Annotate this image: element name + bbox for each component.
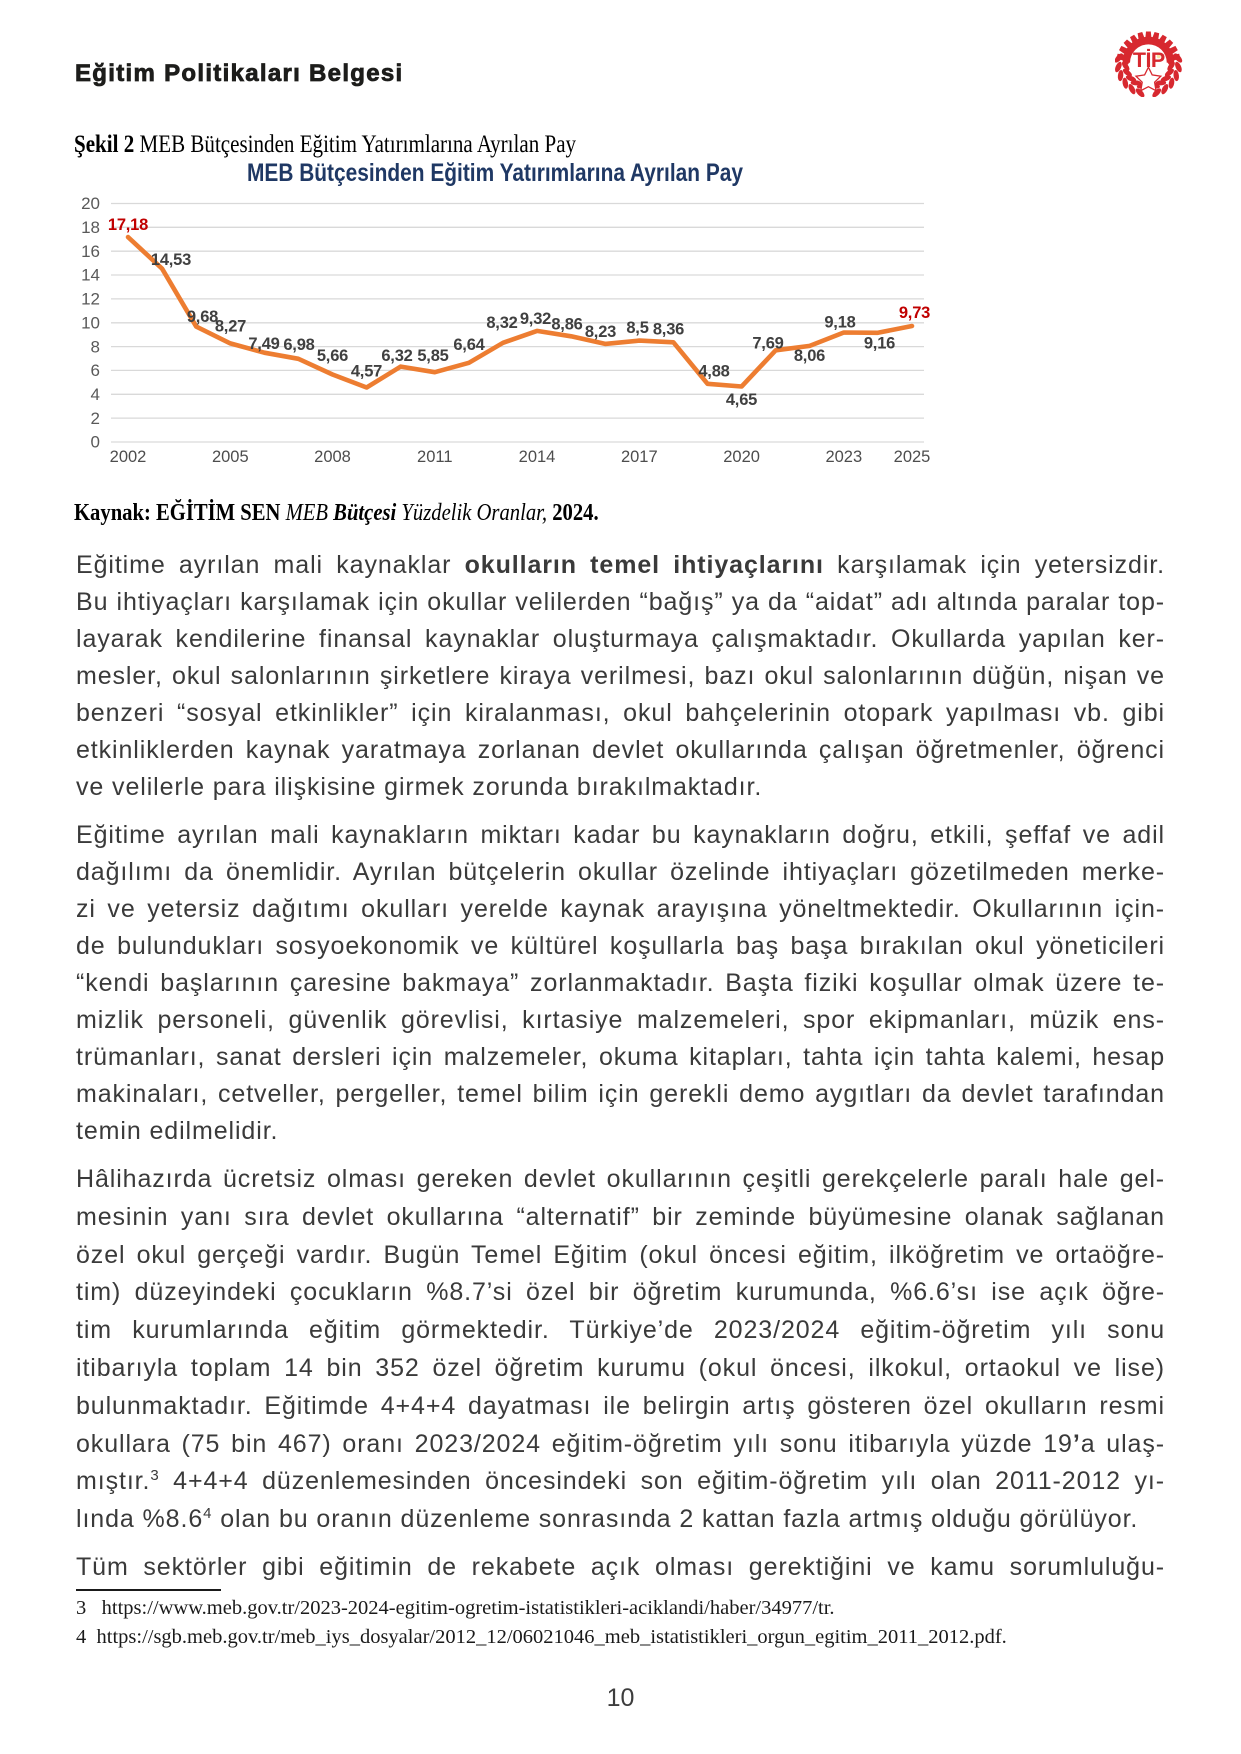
svg-text:16: 16 <box>81 242 100 261</box>
svg-text:4: 4 <box>91 385 100 404</box>
svg-text:9,32: 9,32 <box>520 310 551 328</box>
svg-text:TİP: TİP <box>1133 48 1165 72</box>
svg-text:2008: 2008 <box>314 448 351 466</box>
svg-text:8,86: 8,86 <box>551 316 582 334</box>
svg-text:2023: 2023 <box>825 448 862 466</box>
svg-text:10: 10 <box>81 314 100 333</box>
svg-text:6,32: 6,32 <box>381 347 412 365</box>
svg-text:2: 2 <box>91 409 100 428</box>
svg-text:6,98: 6,98 <box>283 336 314 354</box>
svg-text:5,85: 5,85 <box>417 347 448 365</box>
svg-text:4,88: 4,88 <box>698 363 729 381</box>
svg-text:2020: 2020 <box>723 448 760 466</box>
svg-text:2017: 2017 <box>621 448 658 466</box>
svg-text:8: 8 <box>91 337 100 356</box>
svg-text:6: 6 <box>91 361 100 380</box>
svg-text:12: 12 <box>81 290 100 309</box>
svg-text:2005: 2005 <box>212 448 249 466</box>
svg-text:6,64: 6,64 <box>453 336 485 354</box>
svg-text:8,5: 8,5 <box>626 319 648 337</box>
svg-text:9,68: 9,68 <box>187 308 218 326</box>
svg-text:0: 0 <box>91 433 100 452</box>
svg-text:9,18: 9,18 <box>824 314 855 332</box>
svg-text:8,32: 8,32 <box>486 314 517 332</box>
svg-text:8,27: 8,27 <box>215 318 246 336</box>
svg-text:7,49: 7,49 <box>248 335 279 353</box>
svg-text:7,69: 7,69 <box>752 335 783 353</box>
svg-text:9,73: 9,73 <box>899 304 930 322</box>
svg-text:8,06: 8,06 <box>794 347 825 365</box>
svg-text:2002: 2002 <box>110 448 147 466</box>
svg-text:4,65: 4,65 <box>726 391 757 409</box>
svg-text:14: 14 <box>81 266 100 285</box>
svg-text:5,66: 5,66 <box>317 347 348 365</box>
svg-text:20: 20 <box>81 194 100 213</box>
svg-text:2025: 2025 <box>894 448 931 466</box>
svg-text:2014: 2014 <box>519 448 556 466</box>
svg-text:14,53: 14,53 <box>151 251 191 269</box>
svg-text:8,23: 8,23 <box>585 323 616 341</box>
svg-text:8,36: 8,36 <box>653 321 684 339</box>
svg-text:18: 18 <box>81 218 100 237</box>
svg-text:2011: 2011 <box>417 448 452 466</box>
svg-text:9,16: 9,16 <box>864 335 895 353</box>
svg-text:17,18: 17,18 <box>108 216 148 234</box>
svg-text:4,57: 4,57 <box>351 363 382 381</box>
svg-text:MEB Bütçesinden Eğitim Yatırım: MEB Bütçesinden Eğitim Yatırımlarına Ayr… <box>247 159 743 187</box>
